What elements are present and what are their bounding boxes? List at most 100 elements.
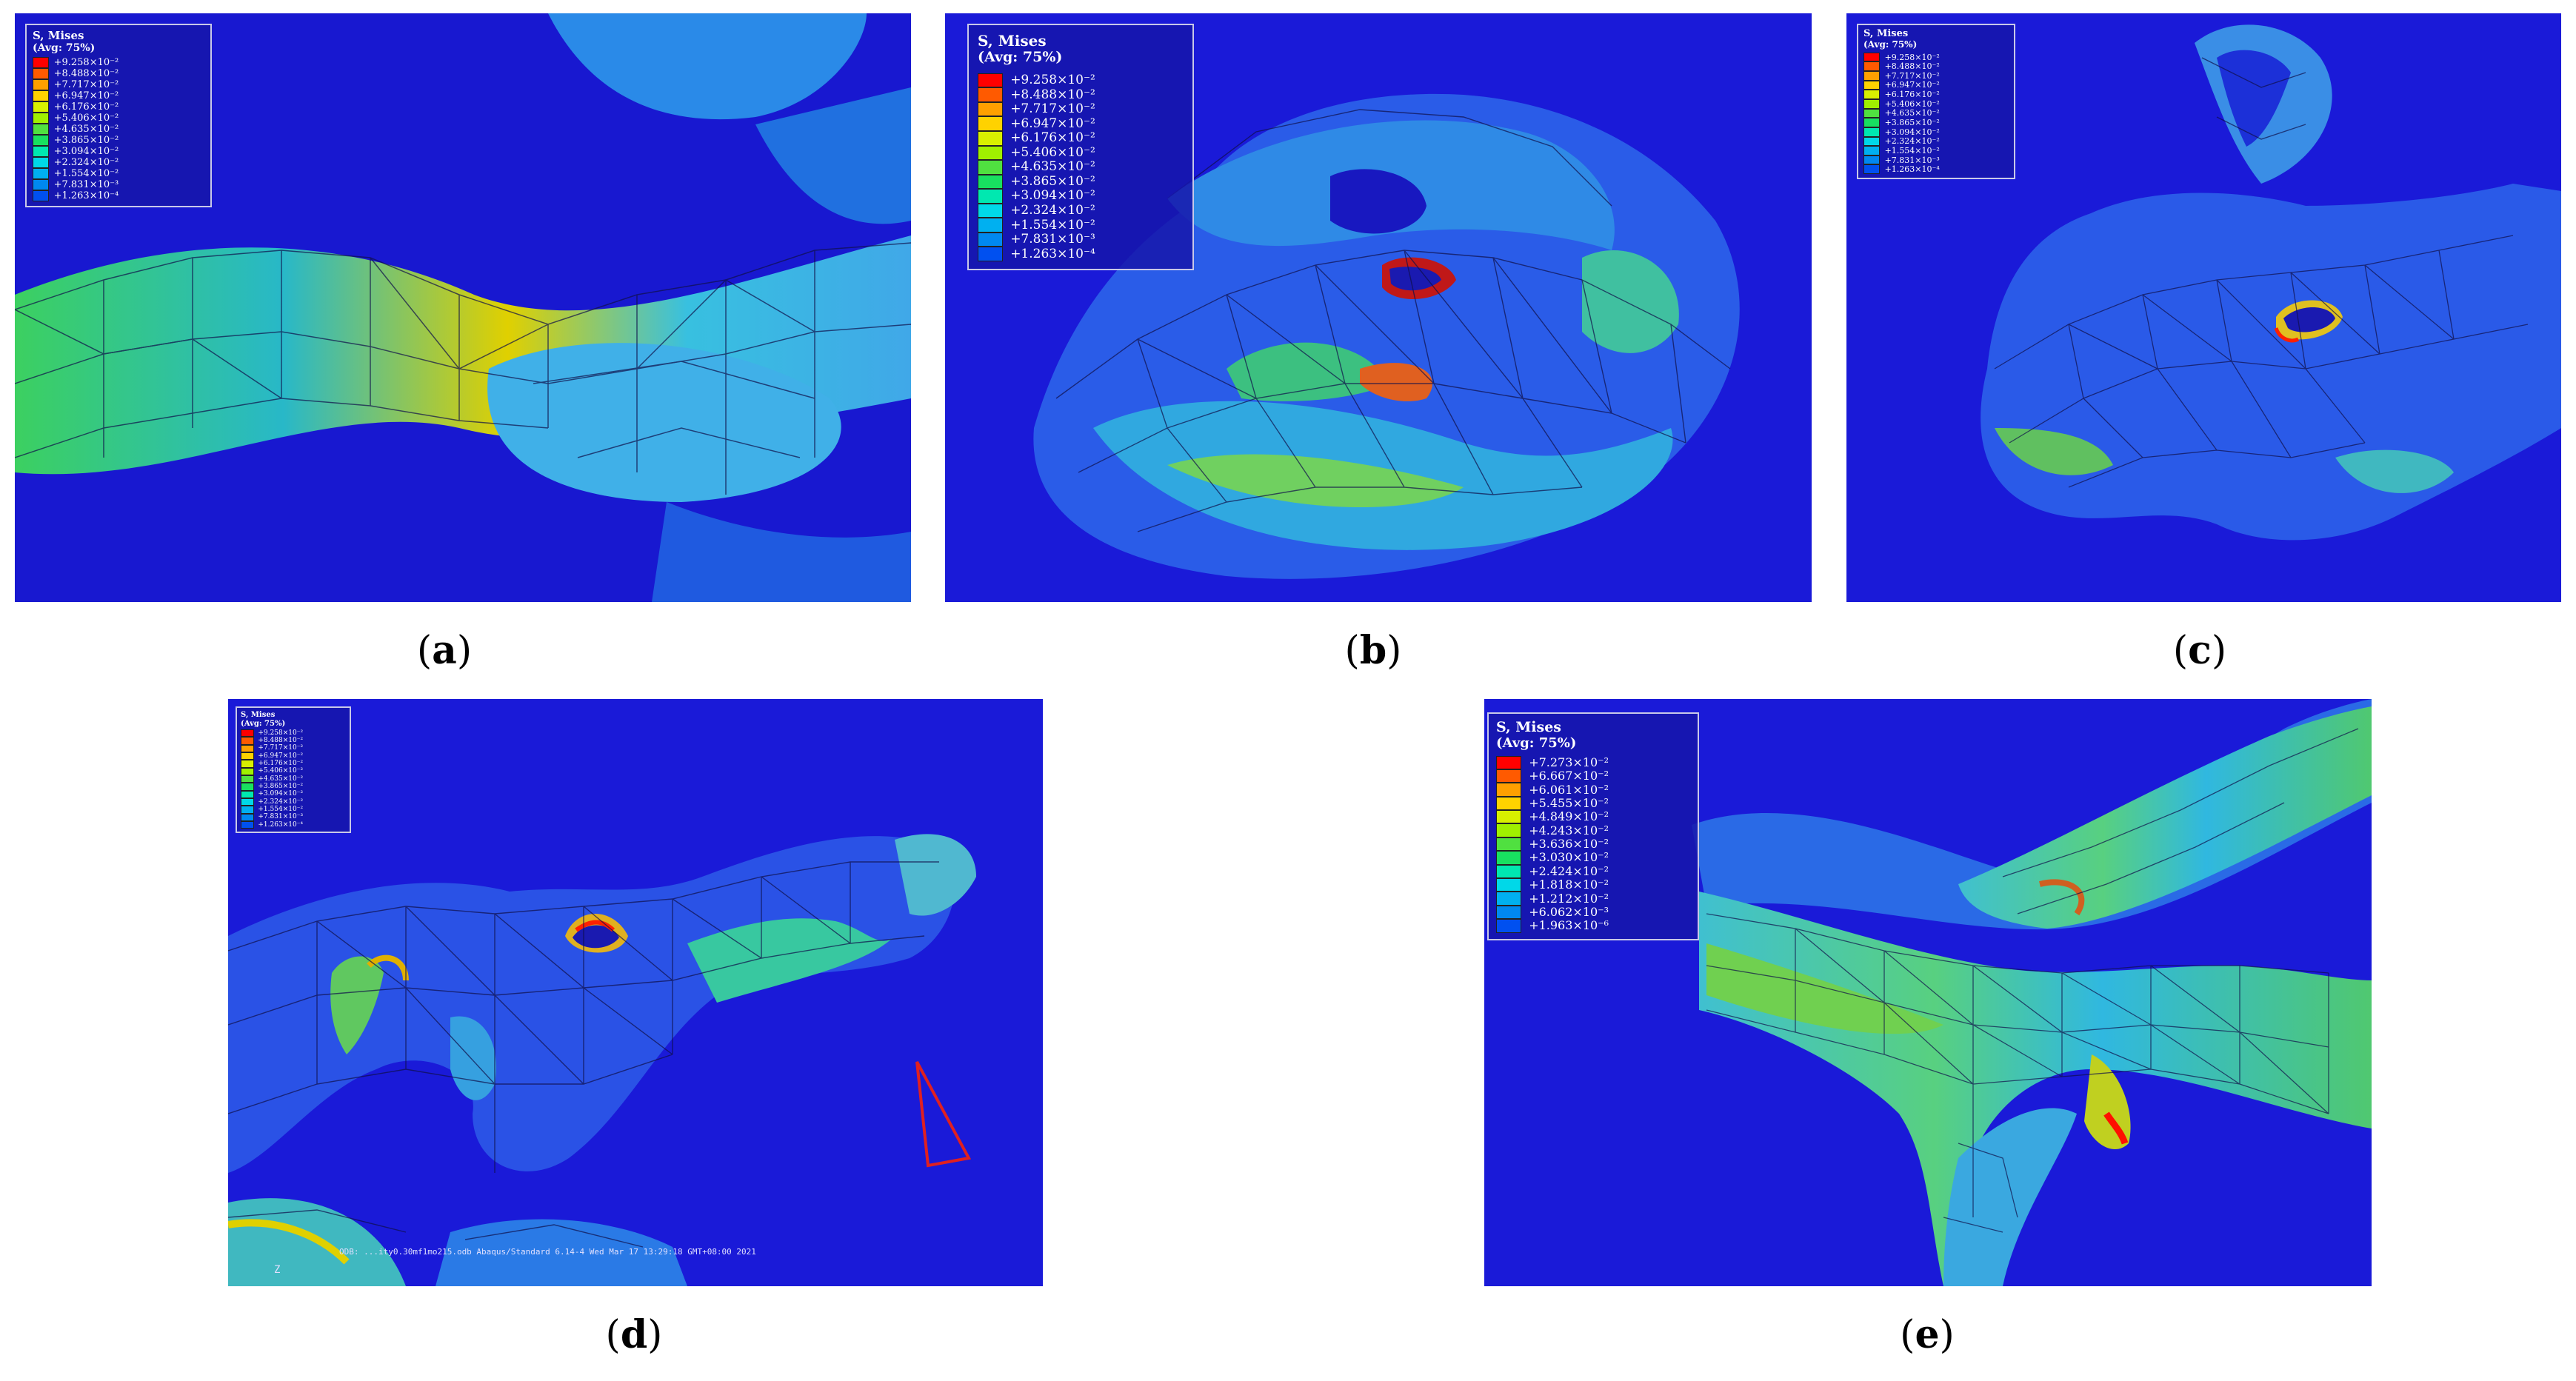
legend-value: +7.831×10⁻³ bbox=[53, 178, 119, 190]
legend-row: +7.831×10⁻³ bbox=[33, 178, 204, 190]
legend-swatch bbox=[1863, 61, 1880, 72]
legend-swatch bbox=[978, 160, 1003, 175]
legend-scale: +7.273×10⁻² +6.667×10⁻² +6.061×10⁻² +5.455×… bbox=[1496, 755, 1690, 933]
legend-swatch bbox=[241, 729, 254, 738]
legend-swatch bbox=[1863, 71, 1880, 81]
legend-a: S, Mises (Avg: 75%) +9.258×10⁻² +8.488×10… bbox=[25, 24, 212, 207]
legend-swatch bbox=[1496, 769, 1521, 783]
legend-row: +2.324×10⁻² bbox=[978, 203, 1184, 218]
legend-value: +2.324×10⁻² bbox=[1010, 203, 1095, 218]
legend-scale: +9.258×10⁻² +8.488×10⁻² +7.717×10⁻² +6.947×… bbox=[1863, 52, 2009, 175]
legend-value: +1.212×10⁻² bbox=[1529, 891, 1609, 906]
legend-scale: +9.258×10⁻² +8.488×10⁻² +7.717×10⁻² +6.947×… bbox=[978, 73, 1184, 261]
legend-row: +9.258×10⁻² bbox=[33, 57, 204, 69]
legend-value: +7.717×10⁻² bbox=[53, 79, 119, 91]
legend-row: +1.554×10⁻² bbox=[978, 218, 1184, 233]
legend-value: +7.717×10⁻² bbox=[1884, 70, 1940, 81]
caption-e: (e) bbox=[1900, 1312, 1955, 1357]
legend-value: +7.831×10⁻³ bbox=[1884, 155, 1940, 165]
legend-swatch bbox=[33, 167, 49, 179]
legend-value: +1.263×10⁻⁴ bbox=[53, 190, 119, 201]
legend-swatch bbox=[33, 156, 49, 168]
legend-b: S, Mises (Avg: 75%) +9.258×10⁻² +8.488×10… bbox=[967, 24, 1194, 270]
legend-row: +7.717×10⁻² bbox=[978, 101, 1184, 117]
legend-row: +5.406×10⁻² bbox=[33, 113, 204, 124]
legend-swatch bbox=[978, 232, 1003, 247]
legend-row: +9.258×10⁻² bbox=[1863, 52, 2009, 62]
legend-value: +9.258×10⁻² bbox=[1010, 73, 1095, 88]
legend-value: +3.636×10⁻² bbox=[1529, 837, 1609, 852]
legend-row: +7.717×10⁻² bbox=[1863, 71, 2009, 81]
legend-swatch bbox=[978, 73, 1003, 88]
legend-swatch bbox=[978, 218, 1003, 233]
legend-swatch bbox=[1863, 118, 1880, 127]
legend-row: +8.488×10⁻² bbox=[1863, 61, 2009, 72]
legend-row: +1.263×10⁻⁴ bbox=[978, 247, 1184, 261]
legend-swatch bbox=[1496, 878, 1521, 892]
legend-value: +1.818×10⁻² bbox=[1529, 877, 1609, 892]
legend-swatch bbox=[241, 783, 254, 791]
legend-row: +1.212×10⁻² bbox=[1496, 891, 1690, 906]
legend-value: +6.947×10⁻² bbox=[258, 752, 304, 760]
legend-row: +7.831×10⁻³ bbox=[241, 813, 346, 822]
legend-swatch bbox=[1496, 837, 1521, 852]
legend-subtitle: (Avg: 75%) bbox=[33, 42, 96, 55]
legend-swatch bbox=[241, 744, 254, 753]
legend-value: +3.865×10⁻² bbox=[53, 134, 119, 146]
legend-row: +5.406×10⁻² bbox=[1863, 98, 2009, 109]
legend-row: +3.636×10⁻² bbox=[1496, 837, 1690, 852]
legend-swatch bbox=[33, 90, 49, 102]
legend-swatch bbox=[978, 189, 1003, 204]
legend-value: +6.176×10⁻² bbox=[258, 760, 304, 768]
legend-row: +1.818×10⁻² bbox=[1496, 878, 1690, 892]
legend-swatch bbox=[241, 767, 254, 776]
legend-value: +3.094×10⁻² bbox=[258, 790, 304, 798]
legend-row: +1.963×10⁻⁶ bbox=[1496, 919, 1690, 933]
legend-swatch bbox=[1496, 823, 1521, 837]
legend-row: +5.406×10⁻² bbox=[241, 767, 346, 776]
legend-row: +5.406×10⁻² bbox=[978, 144, 1184, 161]
legend-swatch bbox=[33, 178, 49, 190]
legend-value: +6.947×10⁻² bbox=[1010, 116, 1095, 131]
legend-value: +1.554×10⁻² bbox=[258, 806, 304, 814]
legend-value: +5.406×10⁻² bbox=[1010, 144, 1095, 160]
caption-c: (c) bbox=[2172, 628, 2227, 673]
legend-value: +1.554×10⁻² bbox=[53, 167, 119, 179]
legend-swatch bbox=[1496, 755, 1521, 769]
legend-value: +6.062×10⁻³ bbox=[1529, 905, 1609, 920]
legend-row: +3.094×10⁻² bbox=[33, 145, 204, 157]
legend-swatch bbox=[1863, 146, 1880, 156]
legend-scale: +9.258×10⁻² +8.488×10⁻² +7.717×10⁻² +6.947×… bbox=[241, 729, 346, 829]
legend-row: +7.717×10⁻² bbox=[241, 744, 346, 753]
legend-swatch bbox=[33, 123, 49, 135]
legend-swatch bbox=[1496, 851, 1521, 865]
legend-row: +4.635×10⁻² bbox=[241, 775, 346, 783]
legend-value: +8.488×10⁻² bbox=[258, 737, 304, 745]
legend-value: +6.176×10⁻² bbox=[53, 101, 119, 113]
legend-value: +4.635×10⁻² bbox=[1010, 159, 1095, 175]
legend-value: +1.263×10⁻⁴ bbox=[1010, 246, 1095, 261]
legend-row: +3.094×10⁻² bbox=[978, 189, 1184, 204]
legend-row: +1.263×10⁻⁴ bbox=[241, 821, 346, 829]
legend-subtitle: (Avg: 75%) bbox=[978, 49, 1063, 65]
legend-swatch bbox=[241, 813, 254, 822]
legend-d: S, Mises (Avg: 75%) +9.258×10⁻² +8.488×10… bbox=[236, 706, 351, 834]
legend-swatch bbox=[978, 131, 1003, 146]
legend-swatch bbox=[241, 752, 254, 760]
legend-row: +3.094×10⁻² bbox=[241, 790, 346, 799]
legend-swatch bbox=[978, 203, 1003, 218]
legend-value: +7.717×10⁻² bbox=[258, 744, 304, 752]
legend-value: +3.094×10⁻² bbox=[53, 145, 119, 157]
legend-swatch bbox=[978, 116, 1003, 132]
legend-value: +2.324×10⁻² bbox=[258, 797, 304, 806]
legend-row: +9.258×10⁻² bbox=[241, 729, 346, 738]
legend-row: +1.554×10⁻² bbox=[1863, 146, 2009, 156]
legend-row: +6.176×10⁻² bbox=[33, 101, 204, 113]
legend-row: +6.062×10⁻³ bbox=[1496, 905, 1690, 920]
legend-title: S, Mises bbox=[1496, 719, 1562, 735]
legend-swatch bbox=[978, 101, 1003, 117]
legend-swatch bbox=[1863, 164, 1880, 175]
legend-value: +5.406×10⁻² bbox=[53, 113, 119, 124]
legend-swatch bbox=[1496, 810, 1521, 824]
legend-title: S, Mises bbox=[978, 32, 1047, 50]
